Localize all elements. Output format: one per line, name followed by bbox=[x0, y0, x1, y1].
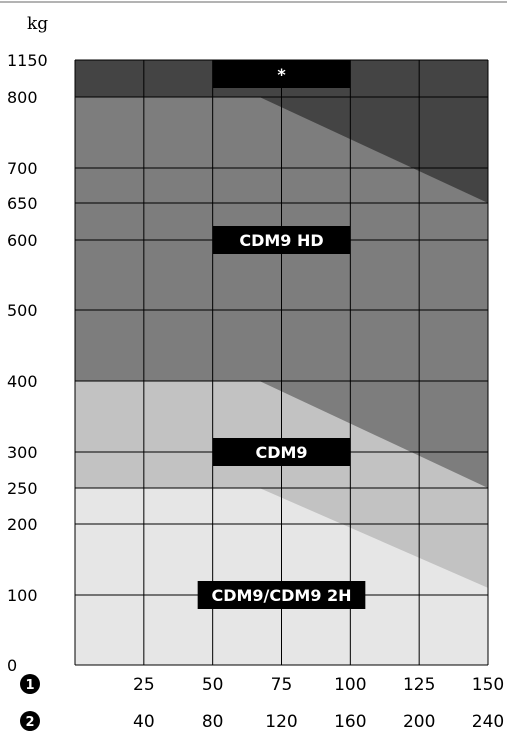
axis-marker bbox=[20, 674, 40, 694]
x-tick-label: 75 bbox=[271, 675, 293, 695]
zone-label: CDM9 bbox=[255, 443, 307, 462]
x-tick-label: 240 bbox=[472, 712, 504, 732]
x-tick-label: 40 bbox=[133, 712, 155, 732]
y-axis-unit: kg bbox=[27, 14, 48, 34]
y-tick-label: 800 bbox=[7, 88, 38, 107]
zone-label: * bbox=[277, 65, 286, 84]
axis-marker-number: 1 bbox=[25, 678, 34, 693]
axis-marker-number: 2 bbox=[25, 715, 34, 730]
y-tick-label: 250 bbox=[7, 479, 38, 498]
y-tick-label: 300 bbox=[7, 443, 38, 462]
grid-layer bbox=[74, 59, 489, 666]
zone-label-box bbox=[212, 226, 351, 254]
y-tick-label: 200 bbox=[7, 515, 38, 534]
y-tick-label: 600 bbox=[7, 231, 38, 250]
zone-labels: CDM9/CDM9 2H CDM9 CDM9 HD * bbox=[197, 60, 366, 609]
x-tick-label: 160 bbox=[334, 712, 366, 732]
x-tick-label: 25 bbox=[133, 675, 155, 695]
y-tick-label: 650 bbox=[7, 194, 38, 213]
x-tick-label: 125 bbox=[403, 675, 435, 695]
y-tick-label: 0 bbox=[7, 656, 17, 675]
zone-label-box bbox=[212, 438, 351, 466]
zone-label: CDM9 HD bbox=[239, 231, 323, 250]
y-tick-label: 400 bbox=[7, 372, 38, 391]
x-tick-label: 150 bbox=[472, 675, 504, 695]
x-tick-label: 80 bbox=[202, 712, 224, 732]
x-tick-label: 50 bbox=[202, 675, 224, 695]
zone-label-box bbox=[197, 581, 366, 609]
x-tick-label: 120 bbox=[265, 712, 297, 732]
y-tick-label: 700 bbox=[7, 159, 38, 178]
y-tick-label: 1150 bbox=[7, 51, 48, 70]
zone-label: CDM9/CDM9 2H bbox=[211, 586, 351, 605]
y-axis: 0 100 200 250 300 400 500 600 650 700 800 1150 kg bbox=[7, 14, 48, 675]
x-tick-label: 100 bbox=[334, 675, 366, 695]
x-tick-label: 200 bbox=[403, 712, 435, 732]
axis-marker bbox=[20, 711, 40, 731]
y-tick-label: 500 bbox=[7, 301, 38, 320]
y-tick-label: 100 bbox=[7, 586, 38, 605]
zone-label-box bbox=[212, 60, 351, 88]
